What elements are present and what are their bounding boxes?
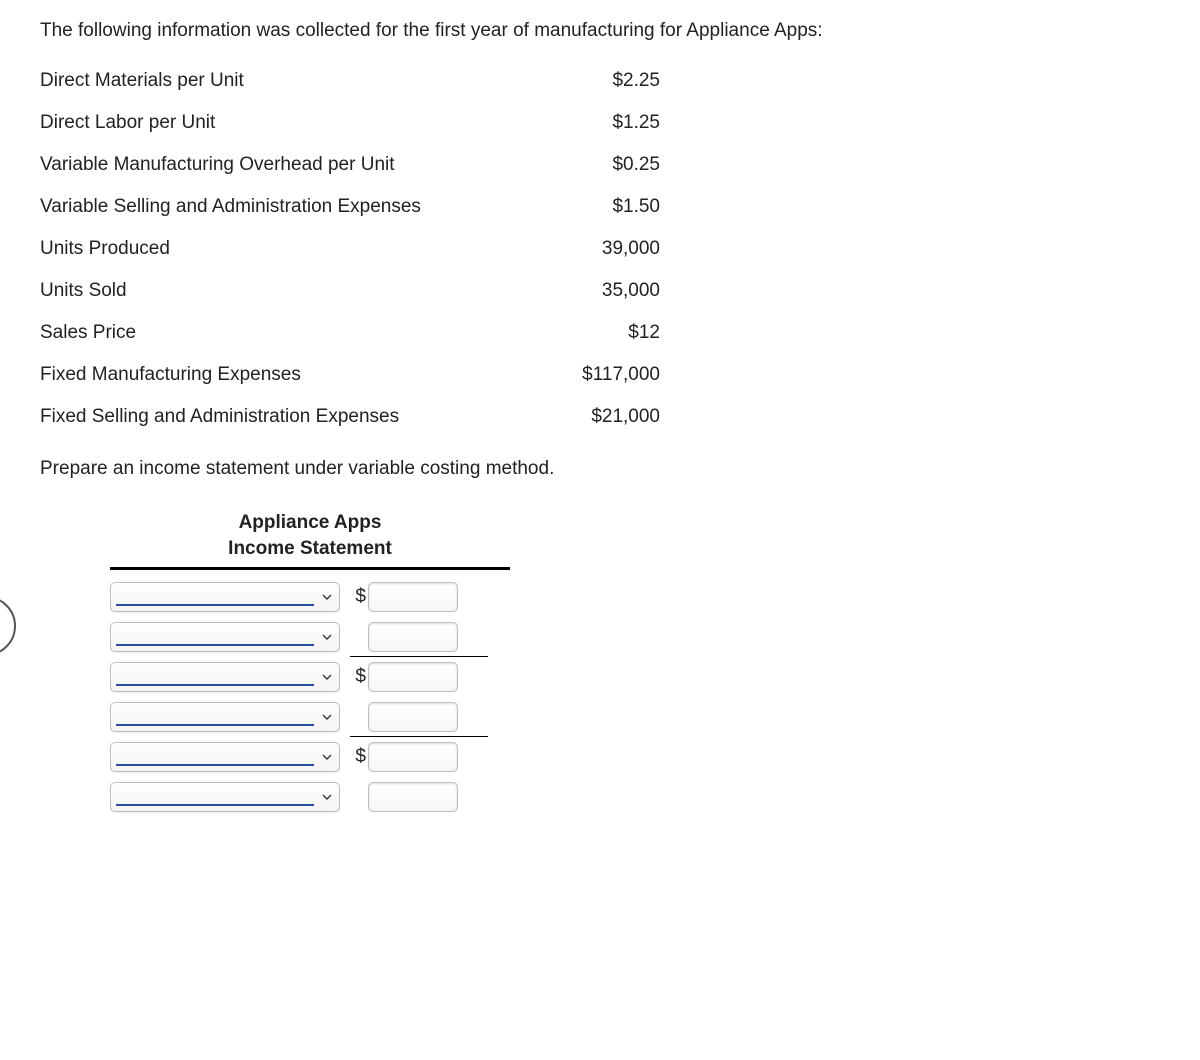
amount-input[interactable] <box>368 662 458 692</box>
amount-wrap <box>368 662 458 692</box>
line-item-select[interactable] <box>110 702 340 732</box>
line-item-select[interactable] <box>110 582 340 612</box>
page-curl-decoration <box>0 596 16 656</box>
data-row-label: Sales Price <box>40 312 540 354</box>
data-row-value: 39,000 <box>540 228 670 270</box>
data-table: Direct Materials per Unit$2.25Direct Lab… <box>40 60 670 438</box>
amount-input[interactable] <box>368 702 458 732</box>
data-row-label: Units Sold <box>40 270 540 312</box>
data-row-value: $12 <box>540 312 670 354</box>
line-item-select[interactable] <box>110 622 340 652</box>
statement-row: $ <box>110 662 510 692</box>
dollar-sign: $ <box>352 586 366 608</box>
amount-wrap <box>368 622 458 652</box>
amount-input[interactable] <box>368 622 458 652</box>
data-row-value: 35,000 <box>540 270 670 312</box>
amount-wrap <box>368 702 458 732</box>
data-row: Direct Labor per Unit$1.25 <box>40 102 670 144</box>
statement-row: $ <box>110 582 510 612</box>
statement-row: $ <box>110 742 510 772</box>
data-row-label: Direct Labor per Unit <box>40 102 540 144</box>
dollar-sign: $ <box>352 666 366 688</box>
line-item-select-input[interactable] <box>110 582 340 612</box>
data-row-value: $1.50 <box>540 186 670 228</box>
data-row-label: Units Produced <box>40 228 540 270</box>
data-row: Sales Price$12 <box>40 312 670 354</box>
amount-input[interactable] <box>368 782 458 812</box>
line-item-select-input[interactable] <box>110 662 340 692</box>
amount-input[interactable] <box>368 742 458 772</box>
statement-header: Appliance Apps Income Statement <box>110 510 510 570</box>
statement-row <box>110 702 510 732</box>
data-row: Direct Materials per Unit$2.25 <box>40 60 670 102</box>
statement-row <box>110 622 510 652</box>
subtotal-rule <box>350 656 488 657</box>
line-item-select-input[interactable] <box>110 742 340 772</box>
intro-text: The following information was collected … <box>40 20 1200 42</box>
amount-input[interactable] <box>368 582 458 612</box>
line-item-select-input[interactable] <box>110 702 340 732</box>
dollar-sign: $ <box>352 746 366 768</box>
data-row: Units Sold35,000 <box>40 270 670 312</box>
amount-wrap <box>368 742 458 772</box>
data-row-value: $21,000 <box>540 396 670 438</box>
amount-wrap <box>368 582 458 612</box>
data-row: Fixed Manufacturing Expenses$117,000 <box>40 354 670 396</box>
line-item-select[interactable] <box>110 782 340 812</box>
statement-row <box>110 782 510 812</box>
statement-header-title: Income Statement <box>110 536 510 562</box>
data-row: Fixed Selling and Administration Expense… <box>40 396 670 438</box>
amount-wrap <box>368 782 458 812</box>
data-row-label: Fixed Manufacturing Expenses <box>40 354 540 396</box>
instruction-text: Prepare an income statement under variab… <box>40 458 1200 480</box>
data-row-value: $0.25 <box>540 144 670 186</box>
income-statement: Appliance Apps Income Statement $ $ $ <box>110 510 510 812</box>
data-row: Variable Manufacturing Overhead per Unit… <box>40 144 670 186</box>
line-item-select-input[interactable] <box>110 782 340 812</box>
line-item-select-input[interactable] <box>110 622 340 652</box>
data-row: Units Produced39,000 <box>40 228 670 270</box>
line-item-select[interactable] <box>110 662 340 692</box>
data-row-label: Direct Materials per Unit <box>40 60 540 102</box>
data-row-label: Fixed Selling and Administration Expense… <box>40 396 540 438</box>
data-row-label: Variable Selling and Administration Expe… <box>40 186 540 228</box>
statement-header-company: Appliance Apps <box>110 510 510 536</box>
data-row-label: Variable Manufacturing Overhead per Unit <box>40 144 540 186</box>
data-row-value: $2.25 <box>540 60 670 102</box>
line-item-select[interactable] <box>110 742 340 772</box>
data-row-value: $117,000 <box>540 354 670 396</box>
data-row-value: $1.25 <box>540 102 670 144</box>
data-row: Variable Selling and Administration Expe… <box>40 186 670 228</box>
subtotal-rule <box>350 736 488 737</box>
